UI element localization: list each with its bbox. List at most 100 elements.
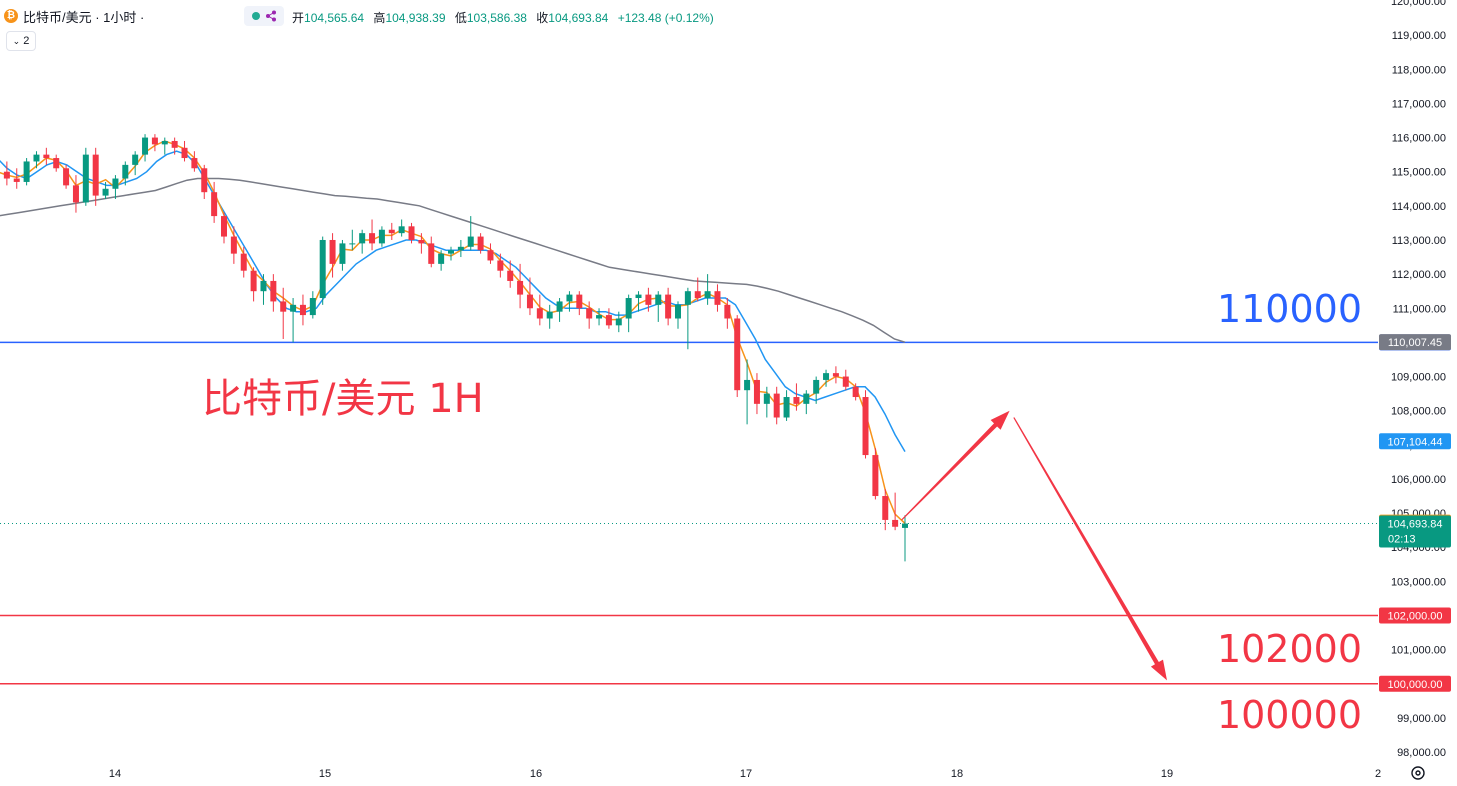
- candle: [507, 260, 514, 288]
- y-tick-label: 116,000.00: [1392, 133, 1446, 145]
- candle-body: [457, 246, 464, 251]
- candle: [13, 168, 20, 189]
- candle-body: [773, 393, 780, 418]
- candle: [102, 181, 109, 200]
- symbol-header[interactable]: ₿ 比特币/美元 · 1小时 ·: [4, 6, 144, 26]
- candle: [171, 137, 178, 155]
- low-label: 低: [454, 11, 467, 25]
- y-tick-label: 115,000.00: [1392, 167, 1446, 179]
- candle-body: [270, 280, 277, 302]
- candle: [892, 492, 899, 531]
- candle: [290, 298, 297, 343]
- candle: [438, 250, 445, 271]
- candle: [763, 386, 770, 418]
- candle-body: [408, 226, 415, 240]
- candle-body: [309, 298, 316, 316]
- candle-body: [388, 229, 395, 234]
- candle-body: [398, 226, 405, 234]
- candle: [457, 239, 464, 258]
- candle: [645, 287, 652, 312]
- candle-body: [605, 315, 612, 326]
- candle: [53, 154, 60, 172]
- candle: [319, 236, 326, 305]
- change-value: +123.48 (+0.12%): [617, 11, 714, 25]
- candle-body: [862, 397, 869, 456]
- indicator-collapse-button[interactable]: ⌄ 2: [6, 31, 36, 51]
- price-badge: [1379, 334, 1451, 351]
- projection-arrow[interactable]: [1013, 417, 1167, 681]
- projection-arrows[interactable]: [901, 410, 1167, 681]
- indicator-toggle[interactable]: [244, 6, 284, 26]
- candle-body: [43, 154, 50, 159]
- candle-body: [832, 373, 839, 377]
- candle: [586, 301, 593, 329]
- candle-body: [753, 379, 760, 404]
- candle: [408, 222, 415, 244]
- projection-arrow[interactable]: [901, 410, 1010, 521]
- candle-body: [576, 294, 583, 309]
- candle-body: [82, 154, 89, 203]
- candle-body: [142, 137, 149, 155]
- y-tick-label: 108,000.00: [1391, 406, 1446, 418]
- candle-body: [201, 168, 208, 193]
- candle-body: [211, 192, 218, 217]
- candle: [615, 311, 622, 333]
- ohlc-values: 开104,565.64 高104,938.39 低103,586.38 收104…: [292, 9, 714, 26]
- candle: [191, 151, 198, 172]
- y-tick-label: 120,000.00: [1391, 0, 1446, 8]
- settings-icon[interactable]: [1411, 766, 1425, 780]
- candle-body: [132, 154, 139, 165]
- candle-body: [359, 233, 366, 244]
- low-value: 103,586.38: [466, 11, 527, 25]
- arrow-shape[interactable]: [901, 410, 1010, 521]
- candle: [418, 233, 425, 254]
- candle-body: [92, 154, 99, 196]
- candle: [655, 291, 662, 322]
- y-tick-label: 114,000.00: [1392, 201, 1446, 213]
- candle-body: [526, 294, 533, 309]
- candle: [398, 219, 405, 237]
- moving-averages: [0, 140, 906, 524]
- candle-body: [694, 291, 701, 299]
- candle-body: [339, 243, 346, 264]
- candle-body: [675, 304, 681, 319]
- y-tick-label: 99,000.00: [1397, 713, 1446, 725]
- candle: [467, 216, 474, 251]
- candle-body: [428, 243, 435, 264]
- x-tick-label: 16: [530, 768, 542, 780]
- candle: [369, 219, 376, 251]
- candles: [3, 134, 908, 562]
- candle-body: [645, 294, 652, 305]
- candle: [823, 369, 830, 387]
- symbol-title[interactable]: 比特币/美元 · 1小时 ·: [23, 9, 145, 25]
- candle-body: [852, 386, 859, 398]
- candle-body: [556, 301, 563, 312]
- candle: [803, 390, 810, 415]
- x-tick-label: 17: [740, 768, 752, 780]
- candle: [902, 515, 908, 562]
- candle: [122, 161, 129, 186]
- y-tick-label: 106,000.00: [1391, 474, 1446, 486]
- candle-body: [704, 291, 711, 299]
- time-axis[interactable]: 14 15 16 17 18 19 2: [109, 768, 1381, 780]
- candle: [448, 246, 454, 261]
- candle: [773, 386, 780, 425]
- high-value: 104,938.39: [385, 11, 446, 25]
- candle-body: [783, 397, 790, 418]
- candle-body: [586, 308, 593, 319]
- candle-body: [635, 294, 642, 299]
- candle-body: [33, 154, 40, 162]
- candle: [753, 373, 760, 415]
- high-label: 高: [373, 11, 386, 25]
- arrow-shape[interactable]: [1013, 417, 1167, 681]
- candle: [635, 291, 642, 312]
- horizontal-levels[interactable]: 110000110,000.00102000102,000.0010000010…: [0, 287, 1451, 737]
- price-axis[interactable]: 98,000.0099,000.00100,000.00101,000.0010…: [1391, 0, 1446, 759]
- candle-body: [546, 311, 553, 319]
- candle-body: [684, 291, 691, 305]
- candle: [299, 294, 306, 326]
- candle-body: [655, 294, 662, 305]
- candle-body: [53, 158, 60, 169]
- candle: [526, 277, 533, 316]
